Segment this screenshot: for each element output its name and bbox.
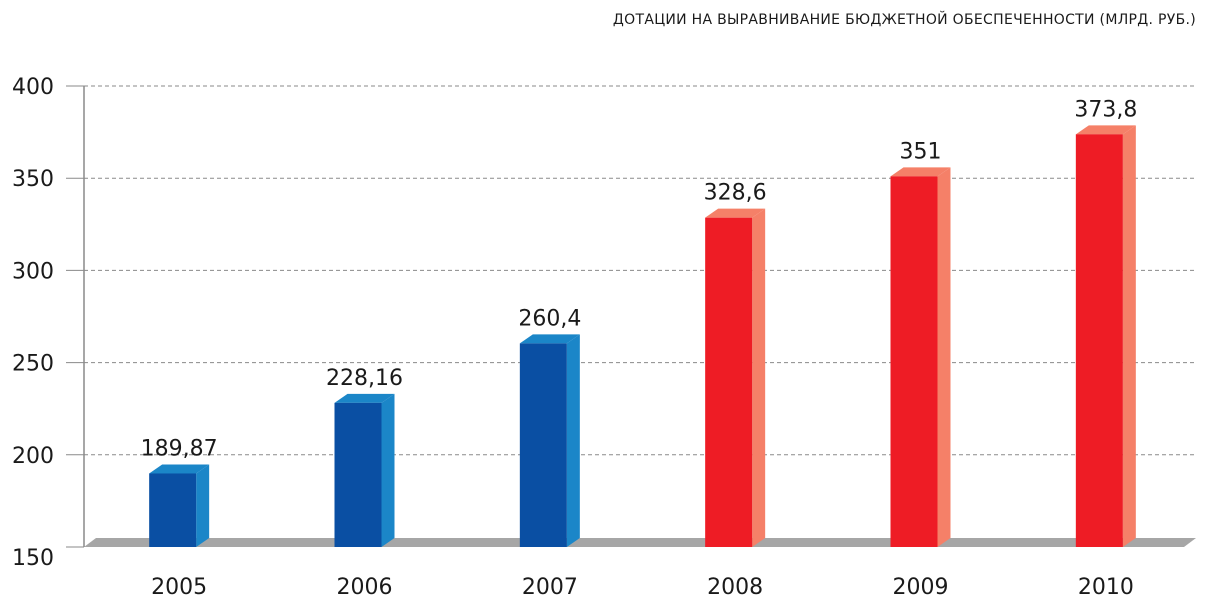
chart-title: ДОТАЦИИ НА ВЫРАВНИВАНИЕ БЮДЖЕТНОЙ ОБЕСПЕ… [612,12,1196,28]
y-tick-label: 150 [12,546,54,571]
x-tick-label: 2009 [893,575,949,600]
bar [890,167,951,547]
bar-front [334,402,382,547]
bar [1075,125,1136,547]
x-tick-label: 2007 [522,575,578,600]
floor-plane [84,538,1196,547]
bar [334,393,395,547]
data-label: 260,4 [518,306,581,331]
data-label: 373,8 [1074,97,1137,122]
bar [705,208,766,547]
bars [149,125,1136,547]
bar-front [705,217,753,547]
bar-front [890,176,938,547]
bar-side [752,208,766,547]
bar-top [519,334,580,344]
data-label: 189,87 [141,436,218,461]
bar-front [519,343,567,547]
bar-side [1122,125,1136,547]
bar-front [149,473,197,547]
data-label: 228,16 [326,366,403,391]
y-tick-label: 300 [12,259,54,284]
bar [519,334,580,547]
bar-side [381,393,395,547]
y-tick-labels: 150 200 250 300 350 400 [12,75,54,571]
bar-side [566,334,580,547]
y-tick-label: 250 [12,352,54,377]
data-label: 351 [900,139,942,164]
bar [149,464,210,547]
data-labels: 189,87 228,16 260,4 328,6 351 373,8 [141,97,1138,461]
y-tick-label: 200 [12,444,54,469]
bar-side [196,464,210,547]
bar-top [149,464,210,474]
bar-front [1075,134,1123,547]
x-tick-label: 2005 [151,575,207,600]
data-label: 328,6 [704,181,767,206]
chart-floor [84,538,1196,547]
y-tick-label: 350 [12,167,54,192]
bar-top [705,208,766,218]
gridlines [66,85,1196,548]
x-tick-label: 2006 [337,575,393,600]
y-tick-label: 400 [12,75,54,100]
bar-top [1075,125,1136,135]
bar-side [937,167,951,547]
bar-top [890,167,951,177]
bar-top [334,393,395,403]
x-tick-label: 2010 [1078,575,1134,600]
x-tick-labels: 2005 2006 2007 2008 2009 2010 [151,575,1134,600]
x-tick-label: 2008 [707,575,763,600]
